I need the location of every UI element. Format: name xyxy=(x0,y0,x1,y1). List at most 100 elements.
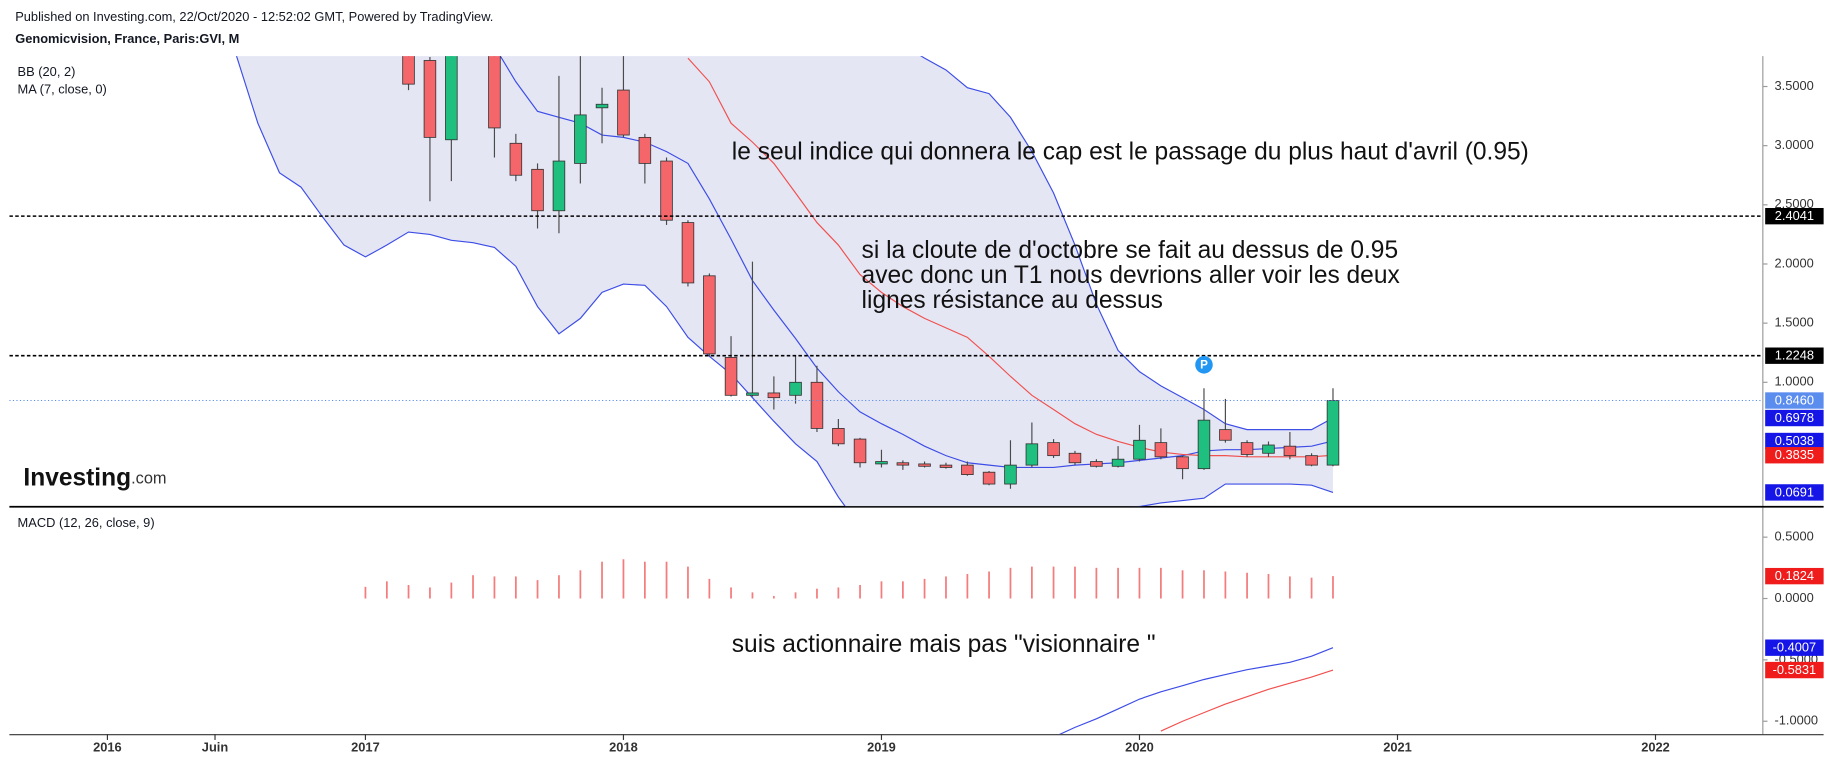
event-marker-label: P xyxy=(1200,358,1208,371)
value-box-label: 0.8460 xyxy=(1775,392,1814,407)
value-box xyxy=(1765,484,1824,501)
candle-body xyxy=(1197,419,1211,470)
candle-body xyxy=(423,60,437,138)
candle-body xyxy=(1326,400,1340,466)
candle-body xyxy=(509,142,523,176)
x-tick-label: Juin xyxy=(202,740,229,755)
candle-body xyxy=(1219,429,1232,441)
candle-body xyxy=(961,464,974,475)
candle-body xyxy=(531,168,544,212)
value-box xyxy=(1765,409,1824,427)
value-box-label: 0.6978 xyxy=(1775,410,1814,425)
y-tick-label: 3.0000 xyxy=(1775,137,1814,152)
value-box-label: 2.4041 xyxy=(1775,208,1814,223)
candle-body xyxy=(1068,452,1082,464)
x-tick-label: 2018 xyxy=(609,740,638,755)
value-box xyxy=(1765,347,1824,364)
candle-body xyxy=(638,136,652,164)
x-tick-label: 2017 xyxy=(351,740,380,755)
candle-body xyxy=(918,463,931,467)
candle-body xyxy=(1047,442,1060,457)
y-tick-label: 3.5000 xyxy=(1775,78,1814,93)
y-tick-label: 1.5000 xyxy=(1775,315,1814,330)
signal-line xyxy=(1160,669,1334,732)
annotation: suis actionnaire mais pas "visionnaire " xyxy=(732,631,1156,658)
candle-body xyxy=(488,56,501,129)
value-box-label: 1.2248 xyxy=(1775,348,1814,363)
candle-body xyxy=(1305,455,1318,466)
indicator-legend: MACD (12, 26, close, 9) xyxy=(18,515,155,530)
candle-body xyxy=(853,438,867,464)
logo: Investing.com xyxy=(23,465,166,492)
y-tick-label: -1.0000 xyxy=(1775,713,1819,728)
y-tick-label: 0.0000 xyxy=(1775,590,1814,605)
candle-body xyxy=(875,461,888,465)
candle-body xyxy=(746,392,759,396)
y-tick-label: 2.0000 xyxy=(1775,255,1814,270)
published-note: Published on Investing.com, 22/Oct/2020 … xyxy=(15,9,493,24)
candle-body xyxy=(939,464,953,468)
annotation: avec donc un T1 nous devrions aller voir… xyxy=(862,262,1400,289)
value-box-label: 0.1824 xyxy=(1775,568,1814,583)
candle-body xyxy=(1283,445,1297,457)
candle-body xyxy=(402,56,415,85)
candle-body xyxy=(1004,464,1017,485)
candle-body xyxy=(1240,442,1254,455)
value-box xyxy=(1765,392,1824,409)
value-box xyxy=(1765,432,1824,450)
candle-body xyxy=(767,392,781,399)
annotation: lignes résistance au dessus xyxy=(862,287,1163,314)
candle-body xyxy=(617,89,630,136)
symbol-title: Genomicvision, France, Paris:GVI, M xyxy=(15,31,239,46)
value-box-label: 0.0691 xyxy=(1775,484,1814,499)
candle-body xyxy=(724,357,738,396)
candle-body xyxy=(660,160,673,221)
candle-body xyxy=(832,428,845,445)
candle-body xyxy=(1133,439,1146,460)
value-box-label: -0.4007 xyxy=(1773,640,1817,655)
indicator-legend: MA (7, close, 0) xyxy=(18,81,107,96)
candle-body xyxy=(1111,458,1125,467)
y-tick-label: 2.5000 xyxy=(1775,196,1814,211)
logo-suffix: .com xyxy=(131,470,166,488)
value-box xyxy=(1765,207,1824,225)
candle-body xyxy=(574,114,587,164)
annotation: le seul indice qui donnera le cap est le… xyxy=(732,139,1529,166)
x-tick-label: 2022 xyxy=(1641,740,1670,755)
x-tick-label: 2021 xyxy=(1383,740,1412,755)
candle-body xyxy=(1262,444,1275,454)
indicator-legend: BB (20, 2) xyxy=(18,64,76,79)
candle-body xyxy=(681,222,695,284)
x-tick-label: 2016 xyxy=(93,740,122,755)
candle-body xyxy=(1025,443,1039,466)
indicator-line xyxy=(499,56,1334,469)
event-marker xyxy=(1195,356,1213,374)
candle-body xyxy=(703,275,716,355)
indicator-line xyxy=(235,56,1334,507)
y-tick-label: 1.0000 xyxy=(1775,374,1814,389)
candle-body xyxy=(896,462,910,466)
value-box xyxy=(1765,639,1824,656)
logo-name: Investing xyxy=(23,465,131,492)
candle-body xyxy=(810,381,824,429)
value-box-label: -0.5831 xyxy=(1773,662,1817,677)
candle-body xyxy=(595,103,609,109)
candle-body xyxy=(552,160,566,212)
x-tick-label: 2020 xyxy=(1125,740,1154,755)
x-tick-label: 2019 xyxy=(867,740,896,755)
value-box xyxy=(1765,447,1824,464)
candle-body xyxy=(445,56,458,141)
candle-body xyxy=(982,471,996,485)
value-box xyxy=(1765,661,1824,679)
value-box-label: 0.3835 xyxy=(1775,447,1814,462)
value-box-label: 0.5038 xyxy=(1775,433,1814,448)
macd-line xyxy=(1058,647,1334,735)
y-tick-label: 0.5000 xyxy=(1775,529,1814,544)
value-box xyxy=(1765,567,1824,585)
annotation: si la cloute de d'octobre se fait au des… xyxy=(862,237,1399,264)
candle-body xyxy=(1090,461,1103,467)
indicator-line xyxy=(920,56,1334,431)
candle-body xyxy=(789,381,802,396)
candle-body xyxy=(1176,456,1189,470)
